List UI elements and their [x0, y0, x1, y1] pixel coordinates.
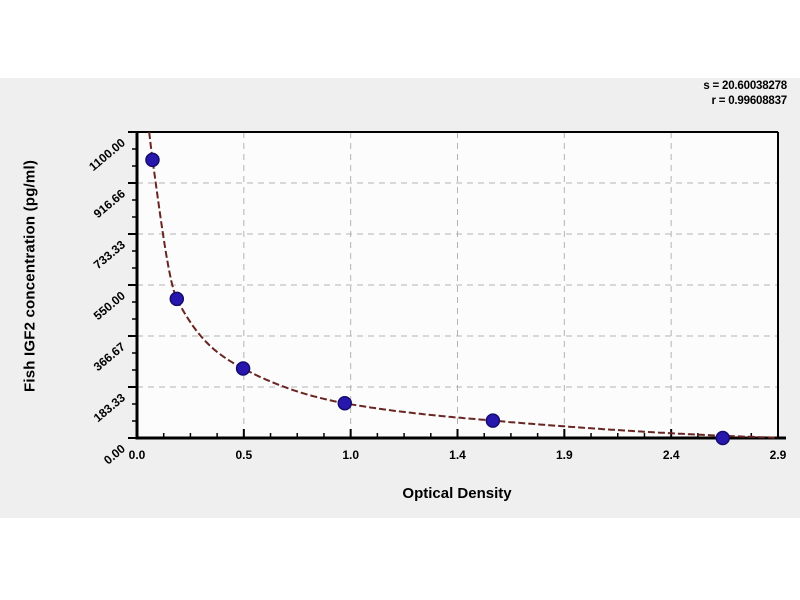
- y-tick-label: 733.33: [91, 237, 128, 272]
- x-tick-label: 2.4: [663, 448, 680, 462]
- x-tick-label: 1.9: [556, 448, 573, 462]
- stat-s-value: s = 20.60038278: [703, 80, 787, 92]
- x-tick-label: 0.5: [235, 448, 252, 462]
- curve-fit-stats: s = 20.60038278 r = 0.99608837: [703, 79, 787, 109]
- y-tick-label: 183.33: [91, 390, 128, 425]
- y-tick-label: 1100.00: [86, 135, 128, 173]
- x-axis-title: Optical Density: [402, 485, 512, 502]
- standard-curve-line: [148, 131, 778, 439]
- y-tick-label: 916.66: [91, 186, 128, 221]
- data-point: [169, 291, 185, 307]
- y-tick-label: 366.67: [91, 339, 128, 374]
- x-tick-label: 0.0: [129, 448, 146, 462]
- y-tick-label: 0.00: [101, 441, 128, 467]
- data-point: [235, 361, 251, 376]
- stat-r-value: r = 0.99608837: [711, 95, 787, 107]
- data-point: [485, 413, 501, 428]
- y-tick-label: 550.00: [91, 288, 128, 323]
- x-tick-label: 2.9: [770, 448, 787, 462]
- data-point: [337, 395, 353, 411]
- x-tick-label: 1.0: [342, 448, 359, 462]
- data-point: [715, 430, 730, 446]
- x-tick-label: 1.4: [449, 448, 466, 462]
- data-point: [145, 152, 160, 168]
